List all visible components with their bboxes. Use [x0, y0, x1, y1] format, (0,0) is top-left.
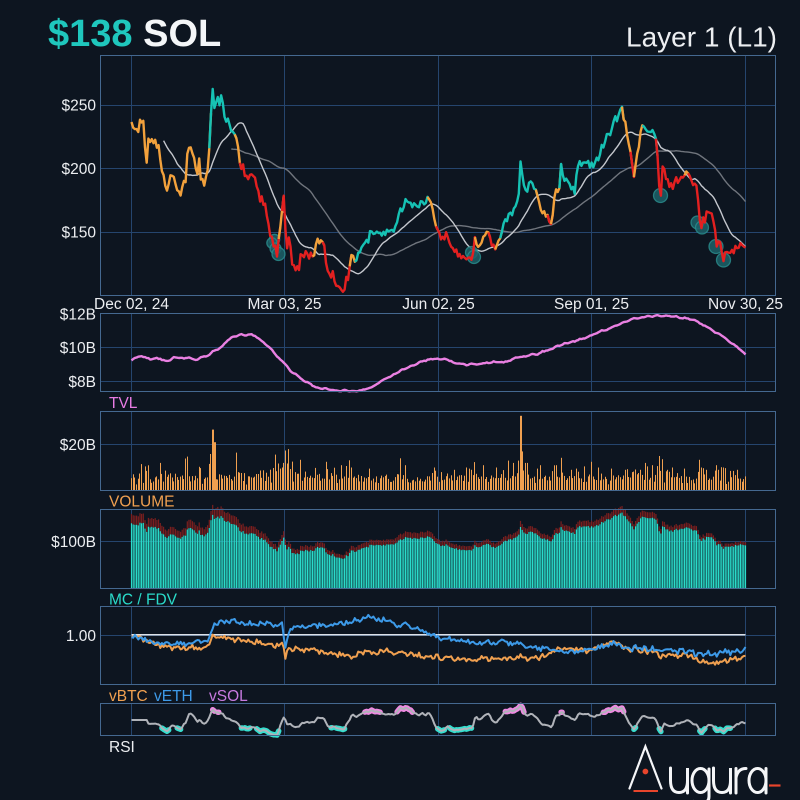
svg-text:Mar 03, 25: Mar 03, 25 [247, 296, 321, 313]
svg-text:TVL: TVL [109, 395, 138, 412]
svg-text:Jun 02, 25: Jun 02, 25 [402, 296, 474, 313]
svg-text:$138 SOL: $138 SOL [48, 13, 221, 55]
svg-text:Nov 30, 25: Nov 30, 25 [708, 296, 783, 313]
svg-text:$12B: $12B [60, 306, 96, 323]
svg-text:vSOL: vSOL [209, 688, 248, 705]
svg-text:vETH: vETH [154, 688, 193, 705]
svg-text:$200: $200 [62, 161, 97, 178]
svg-text:$20B: $20B [60, 437, 96, 454]
svg-text:$8B: $8B [68, 374, 96, 391]
svg-text:$100B: $100B [51, 534, 96, 551]
svg-text:RSI: RSI [109, 739, 135, 756]
svg-text:$10B: $10B [60, 340, 96, 357]
svg-text:$150: $150 [62, 225, 97, 242]
svg-text:MC / FDV: MC / FDV [109, 592, 178, 609]
svg-text:Sep 01, 25: Sep 01, 25 [554, 296, 629, 313]
svg-text:VOLUME: VOLUME [109, 494, 174, 511]
svg-text:Dec 02, 24: Dec 02, 24 [94, 296, 169, 313]
svg-text:Layer 1 (L1): Layer 1 (L1) [626, 22, 777, 53]
svg-text:$250: $250 [62, 98, 97, 115]
svg-text:1.00: 1.00 [66, 628, 97, 645]
svg-text:vBTC: vBTC [109, 688, 148, 705]
